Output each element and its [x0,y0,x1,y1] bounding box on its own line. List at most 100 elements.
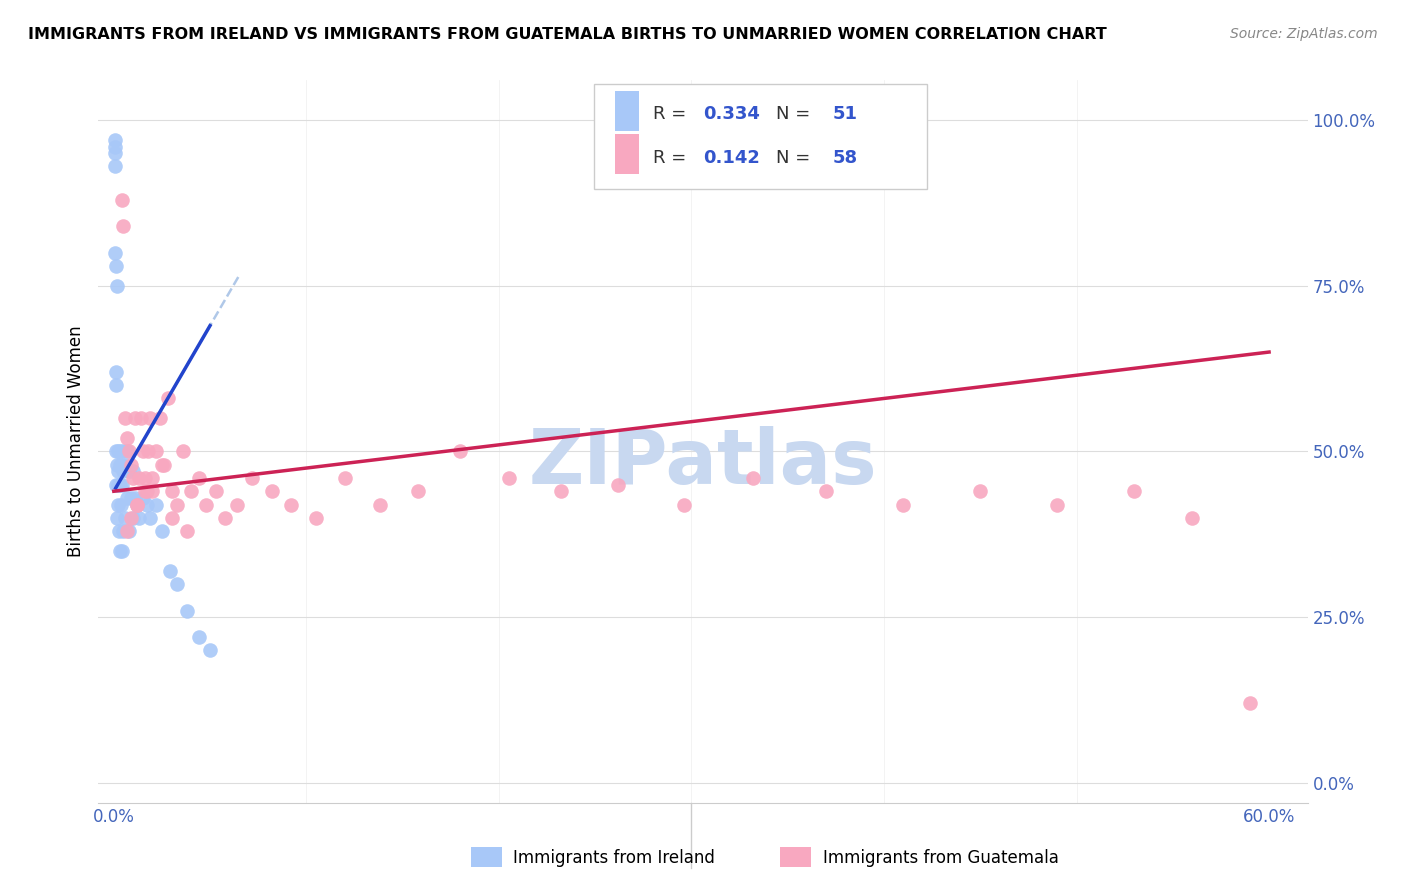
Point [368,498,391,512]
Point [607,477,630,491]
Point [108,477,131,491]
Point [406,484,429,499]
Point [112,444,135,458]
Point [112,464,135,478]
Point [112,524,135,538]
Point [1046,498,1069,512]
Point [104,444,127,458]
Point [150,458,173,472]
Point [114,411,136,425]
Point [226,498,249,512]
Point [110,477,132,491]
Point [104,245,127,260]
Point [134,484,156,499]
Point [110,498,132,512]
Point [333,471,356,485]
Text: R =: R = [654,105,692,123]
Point [117,431,139,445]
Point [105,477,128,491]
Point [145,498,167,512]
Point [550,484,572,499]
Point [120,510,142,524]
Point [156,392,179,406]
Point [108,544,131,558]
Point [131,444,153,458]
Point [105,510,128,524]
Point [124,411,146,425]
Point [180,484,202,499]
Point [107,524,129,538]
Point [1123,484,1146,499]
Text: N =: N = [776,149,815,167]
Point [114,510,136,524]
Point [139,510,162,524]
Point [125,498,148,512]
Text: Immigrants from Ireland: Immigrants from Ireland [513,849,716,867]
FancyBboxPatch shape [595,84,927,189]
Point [242,471,264,485]
Point [114,458,136,472]
Point [498,471,520,485]
Point [145,444,167,458]
Point [125,498,148,512]
Point [205,484,228,499]
Point [105,278,128,293]
Point [117,444,139,458]
Text: IMMIGRANTS FROM IRELAND VS IMMIGRANTS FROM GUATEMALA BIRTHS TO UNMARRIED WOMEN C: IMMIGRANTS FROM IRELAND VS IMMIGRANTS FR… [28,27,1107,42]
Point [139,411,162,425]
Point [107,498,129,512]
Point [260,484,283,499]
Point [135,484,157,499]
Point [108,444,131,458]
Point [104,259,127,273]
Point [112,219,135,233]
Point [153,458,176,472]
Point [187,630,209,644]
Point [969,484,991,499]
Point [166,577,188,591]
Point [122,471,145,485]
Point [104,139,127,153]
Point [104,365,127,379]
Y-axis label: Births to Unmarried Women: Births to Unmarried Women [66,326,84,558]
Point [187,471,209,485]
Point [104,146,127,161]
Point [141,484,163,499]
Point [150,524,173,538]
Point [1239,697,1261,711]
Point [107,444,129,458]
Point [110,544,132,558]
Point [280,498,302,512]
Point [128,471,150,485]
Point [672,498,695,512]
Point [159,564,181,578]
Point [104,133,127,147]
Point [891,498,914,512]
Point [214,510,236,524]
Point [131,491,153,505]
Point [134,471,156,485]
Point [124,491,146,505]
Point [110,193,132,207]
Point [117,524,139,538]
Text: 0.142: 0.142 [703,149,759,167]
Point [160,510,183,524]
Text: 0.334: 0.334 [703,105,759,123]
Point [118,444,141,458]
Text: ZIPatlas: ZIPatlas [529,426,877,500]
Point [138,444,160,458]
Point [176,603,198,617]
Text: R =: R = [654,149,692,167]
Point [120,458,142,472]
Point [128,510,150,524]
Point [305,510,328,524]
Point [166,498,188,512]
Point [108,458,131,472]
FancyBboxPatch shape [614,135,638,174]
Point [172,444,194,458]
Point [149,411,172,425]
Point [107,464,129,478]
Point [120,491,142,505]
Point [117,491,139,505]
Text: Source: ZipAtlas.com: Source: ZipAtlas.com [1230,27,1378,41]
